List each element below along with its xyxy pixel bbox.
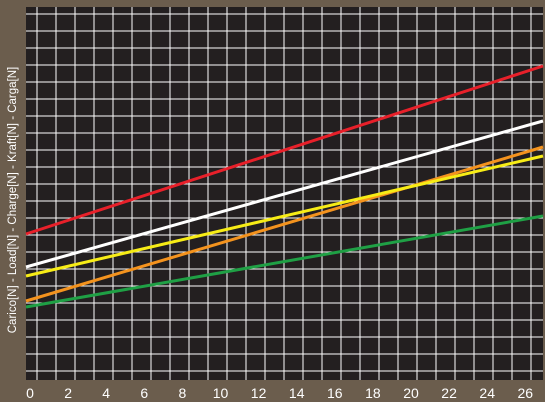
grid: [26, 7, 543, 380]
y-axis-label: Carico[N] - Load[N] - Charge[N] - Kraft[…: [7, 67, 19, 334]
x-tick-label-11: 22: [441, 385, 457, 401]
x-tick-label-1: 2: [64, 385, 72, 401]
x-tick-label-9: 18: [365, 385, 381, 401]
x-tick-label-12: 24: [479, 385, 495, 401]
x-tick-label-4: 8: [179, 385, 187, 401]
series-line-3: [25, 154, 544, 278]
x-tick-label-13: 26: [518, 385, 534, 401]
x-tick-label-8: 16: [327, 385, 343, 401]
series-line-1: [25, 119, 544, 269]
x-tick-label-7: 14: [289, 385, 305, 401]
series-line-2: [25, 145, 544, 303]
x-tick-label-5: 10: [213, 385, 229, 401]
x-tick-labels: 0 2 4 6 8 10 12 14 16 18 20 22 24 26: [26, 385, 533, 401]
x-tick-label-10: 20: [403, 385, 419, 401]
series-lines: [25, 64, 544, 309]
x-tick-label-0: 0: [26, 385, 34, 401]
x-tick-label-3: 6: [140, 385, 148, 401]
x-tick-label-2: 4: [102, 385, 110, 401]
x-tick-label-6: 12: [251, 385, 267, 401]
series-line-4: [25, 214, 544, 309]
series-line-0: [25, 64, 544, 236]
